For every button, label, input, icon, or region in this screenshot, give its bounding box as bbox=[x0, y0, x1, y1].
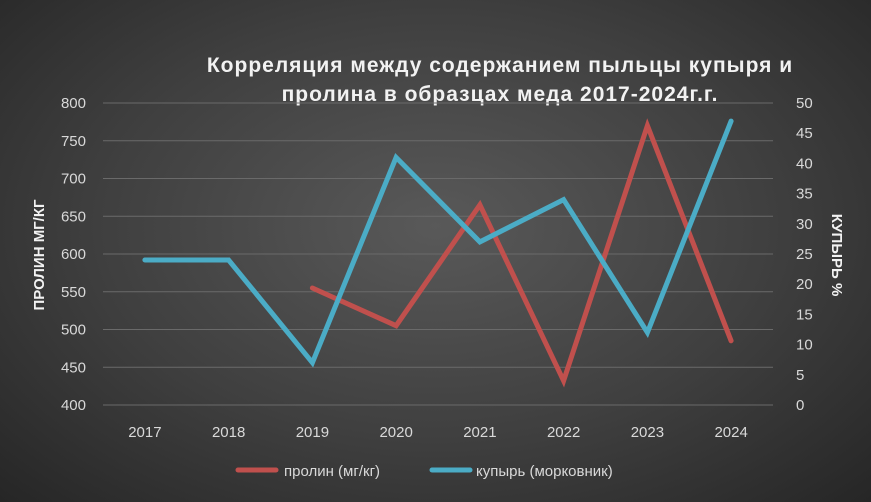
right-tick-label: 20 bbox=[796, 276, 813, 293]
left-tick-label: 400 bbox=[61, 397, 86, 414]
x-tick-label: 2024 bbox=[714, 424, 747, 441]
series-line-kupyr bbox=[142, 118, 734, 368]
right-axis-title: КУПЫРЬ % bbox=[828, 214, 845, 297]
left-tick-label: 550 bbox=[61, 284, 86, 301]
right-tick-label: 15 bbox=[796, 306, 813, 323]
left-tick-label: 450 bbox=[61, 359, 86, 376]
grid-lines bbox=[103, 102, 773, 406]
legend: пролин (мг/кг) купырь (морковник) bbox=[235, 463, 613, 480]
left-tick-label: 750 bbox=[61, 133, 86, 150]
legend-label-kupyr: купырь (морковник) bbox=[476, 463, 613, 480]
right-tick-label: 25 bbox=[796, 246, 813, 263]
right-axis-ticks: 0 5 10 15 20 25 30 35 40 45 50 bbox=[796, 95, 813, 414]
right-tick-label: 40 bbox=[796, 155, 813, 172]
left-tick-label: 500 bbox=[61, 322, 86, 339]
legend-label-proline: пролин (мг/кг) bbox=[284, 463, 380, 480]
x-tick-label: 2022 bbox=[547, 424, 580, 441]
left-tick-label: 600 bbox=[61, 246, 86, 263]
x-tick-label: 2023 bbox=[631, 424, 664, 441]
right-tick-label: 0 bbox=[796, 397, 804, 414]
left-tick-label: 800 bbox=[61, 95, 86, 112]
right-tick-label: 35 bbox=[796, 186, 813, 203]
x-tick-label: 2018 bbox=[212, 424, 245, 441]
left-axis-ticks: 400 450 500 550 600 650 700 750 800 bbox=[61, 95, 86, 414]
right-tick-label: 10 bbox=[796, 337, 813, 354]
right-tick-label: 50 bbox=[796, 95, 813, 112]
chart-title-line2: пролина в образцах меда 2017-2024г.г. bbox=[282, 83, 719, 106]
left-tick-label: 700 bbox=[61, 171, 86, 188]
x-tick-label: 2021 bbox=[463, 424, 496, 441]
x-axis-ticks: 2017 2018 2019 2020 2021 2022 2023 2024 bbox=[128, 424, 748, 441]
series-line-proline bbox=[309, 118, 734, 388]
chart-title-line1: Корреляция между содержанием пыльцы купы… bbox=[207, 54, 793, 77]
right-tick-label: 30 bbox=[796, 216, 813, 233]
right-tick-label: 5 bbox=[796, 367, 804, 384]
right-tick-label: 45 bbox=[796, 125, 813, 142]
left-axis-title: ПРОЛИН МГ/КГ bbox=[31, 199, 48, 311]
left-tick-label: 650 bbox=[61, 208, 86, 225]
x-tick-label: 2020 bbox=[379, 424, 412, 441]
series-lines bbox=[142, 118, 734, 388]
x-tick-label: 2019 bbox=[296, 424, 329, 441]
x-tick-label: 2017 bbox=[128, 424, 161, 441]
